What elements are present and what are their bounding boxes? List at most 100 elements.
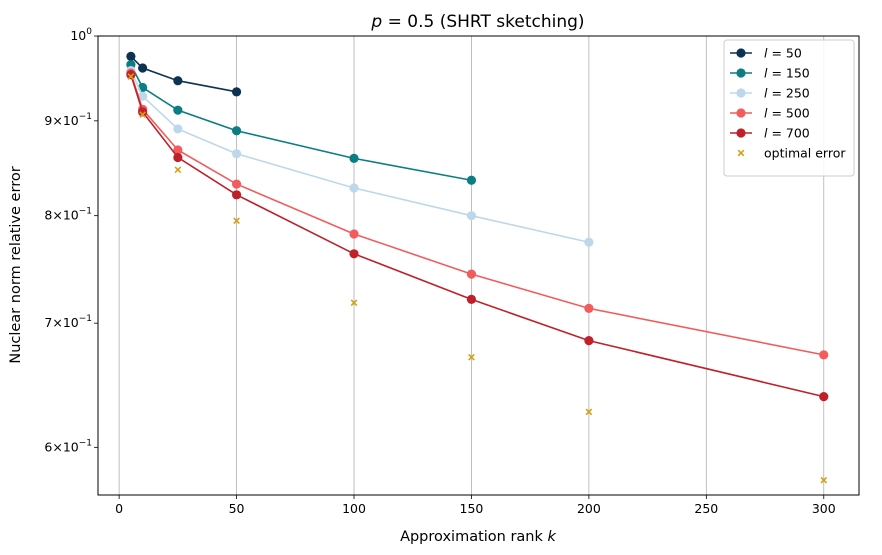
data-point xyxy=(584,237,594,247)
x-marker-stroke xyxy=(127,73,135,80)
legend-entry-4: l = 700 xyxy=(730,126,810,141)
data-point xyxy=(466,294,477,304)
legend-label-rest: = 700 xyxy=(767,126,809,141)
x-tick-label: 150 xyxy=(460,501,484,516)
data-point-x xyxy=(127,73,135,80)
legend-box xyxy=(723,39,855,177)
data-point-x xyxy=(468,353,475,361)
data-point xyxy=(231,87,242,97)
legend-label: l = 150 xyxy=(764,66,810,81)
x-marker-stroke xyxy=(350,299,358,307)
legend-entry-2: l = 250 xyxy=(730,86,810,101)
x-marker-stroke xyxy=(139,111,146,118)
series-4 xyxy=(126,70,829,402)
legend-label-rest: = 50 xyxy=(767,46,801,61)
y-tick-label: 100 xyxy=(70,27,92,43)
legend-entry-0: l = 50 xyxy=(730,46,802,61)
x-marker-stroke xyxy=(585,408,593,416)
legend-label: l = 700 xyxy=(764,126,810,141)
y-tick-base: 10 xyxy=(63,208,79,223)
x-tick-label: 300 xyxy=(812,501,836,516)
data-point-x xyxy=(350,299,358,307)
data-point xyxy=(231,149,242,159)
data-point xyxy=(349,183,359,193)
legend-label-var: l xyxy=(764,46,768,61)
series-0 xyxy=(126,51,242,97)
data-point xyxy=(138,63,148,73)
series-line xyxy=(130,55,237,93)
legend-marker xyxy=(736,88,746,98)
x-tick-label: 200 xyxy=(577,501,601,516)
data-point xyxy=(584,303,594,313)
x-marker-stroke xyxy=(233,217,240,225)
legend-label-var: l xyxy=(764,106,768,121)
x-axis-label: Approximation rank k xyxy=(400,529,556,545)
x-tick-label: 250 xyxy=(694,501,718,516)
y-axis-label: Nuclear norm relative error xyxy=(8,166,24,363)
y-tick-exponent: −1 xyxy=(79,112,92,122)
series-2 xyxy=(126,65,594,247)
y-tick-exponent: 0 xyxy=(86,27,92,37)
data-point xyxy=(173,124,183,134)
x-tick-label: 50 xyxy=(229,501,245,516)
data-point xyxy=(466,175,477,185)
plot-area xyxy=(126,51,829,484)
y-tick-mantissa: 9× xyxy=(44,113,62,128)
chart-title: p = 0.5 (SHRT sketching) xyxy=(370,12,584,32)
legend-entry-1: l = 150 xyxy=(730,66,810,81)
data-point xyxy=(466,269,477,279)
data-point xyxy=(173,152,183,163)
y-tick-label: 7×10−1 xyxy=(44,314,92,330)
y-tick-base: 10 xyxy=(63,315,79,330)
y-tick-mantissa: 7× xyxy=(44,315,62,330)
axes-frame xyxy=(97,35,860,496)
legend-label: optimal error xyxy=(764,146,846,161)
data-point xyxy=(138,107,148,117)
data-point xyxy=(466,211,477,221)
data-point xyxy=(126,70,136,80)
y-tick-mantissa: 8× xyxy=(44,208,62,223)
data-point xyxy=(349,249,359,259)
x-tick-label: 100 xyxy=(342,501,366,516)
data-point xyxy=(173,76,183,86)
data-point xyxy=(584,336,594,346)
legend-label: l = 250 xyxy=(764,86,810,101)
data-point xyxy=(231,126,242,136)
data-point xyxy=(126,51,136,61)
data-point-x xyxy=(139,111,146,118)
y-tick-exponent: −1 xyxy=(79,207,92,217)
y-tick-mantissa: 6× xyxy=(44,439,62,454)
series-line xyxy=(130,74,824,398)
legend-marker xyxy=(736,128,746,138)
legend-label-rest: = 250 xyxy=(767,86,809,101)
y-tick-base: 10 xyxy=(70,28,86,43)
legend-marker xyxy=(736,108,746,118)
legend-marker xyxy=(737,149,745,157)
legend-label-var: l xyxy=(764,66,768,81)
x-axis: 0 50 100 150 200 250 300 xyxy=(115,495,836,516)
legend-label-rest: = 150 xyxy=(767,66,809,81)
y-tick-base: 10 xyxy=(63,439,79,454)
y-tick-exponent: −1 xyxy=(79,314,92,324)
x-marker-stroke xyxy=(820,476,828,484)
y-tick-label: 8×10−1 xyxy=(44,207,92,223)
grid xyxy=(118,36,825,495)
legend-label: l = 50 xyxy=(764,46,802,61)
legend-label-var: l xyxy=(764,126,768,141)
data-point-x xyxy=(233,217,240,225)
data-point xyxy=(173,145,183,155)
data-point xyxy=(819,392,829,402)
x-marker-stroke xyxy=(174,166,182,174)
data-point xyxy=(349,229,359,239)
data-point xyxy=(138,91,148,101)
y-tick-exponent: −1 xyxy=(79,438,92,448)
legend-entry-3: l = 500 xyxy=(730,106,810,121)
legend-entry-5: optimal error xyxy=(737,146,846,161)
y-tick-label: 6×10−1 xyxy=(44,438,92,454)
data-point xyxy=(819,350,829,360)
data-point-x xyxy=(585,408,593,416)
y-tick-label: 9×10−1 xyxy=(44,112,92,128)
legend-label-rest: = 500 xyxy=(767,106,809,121)
